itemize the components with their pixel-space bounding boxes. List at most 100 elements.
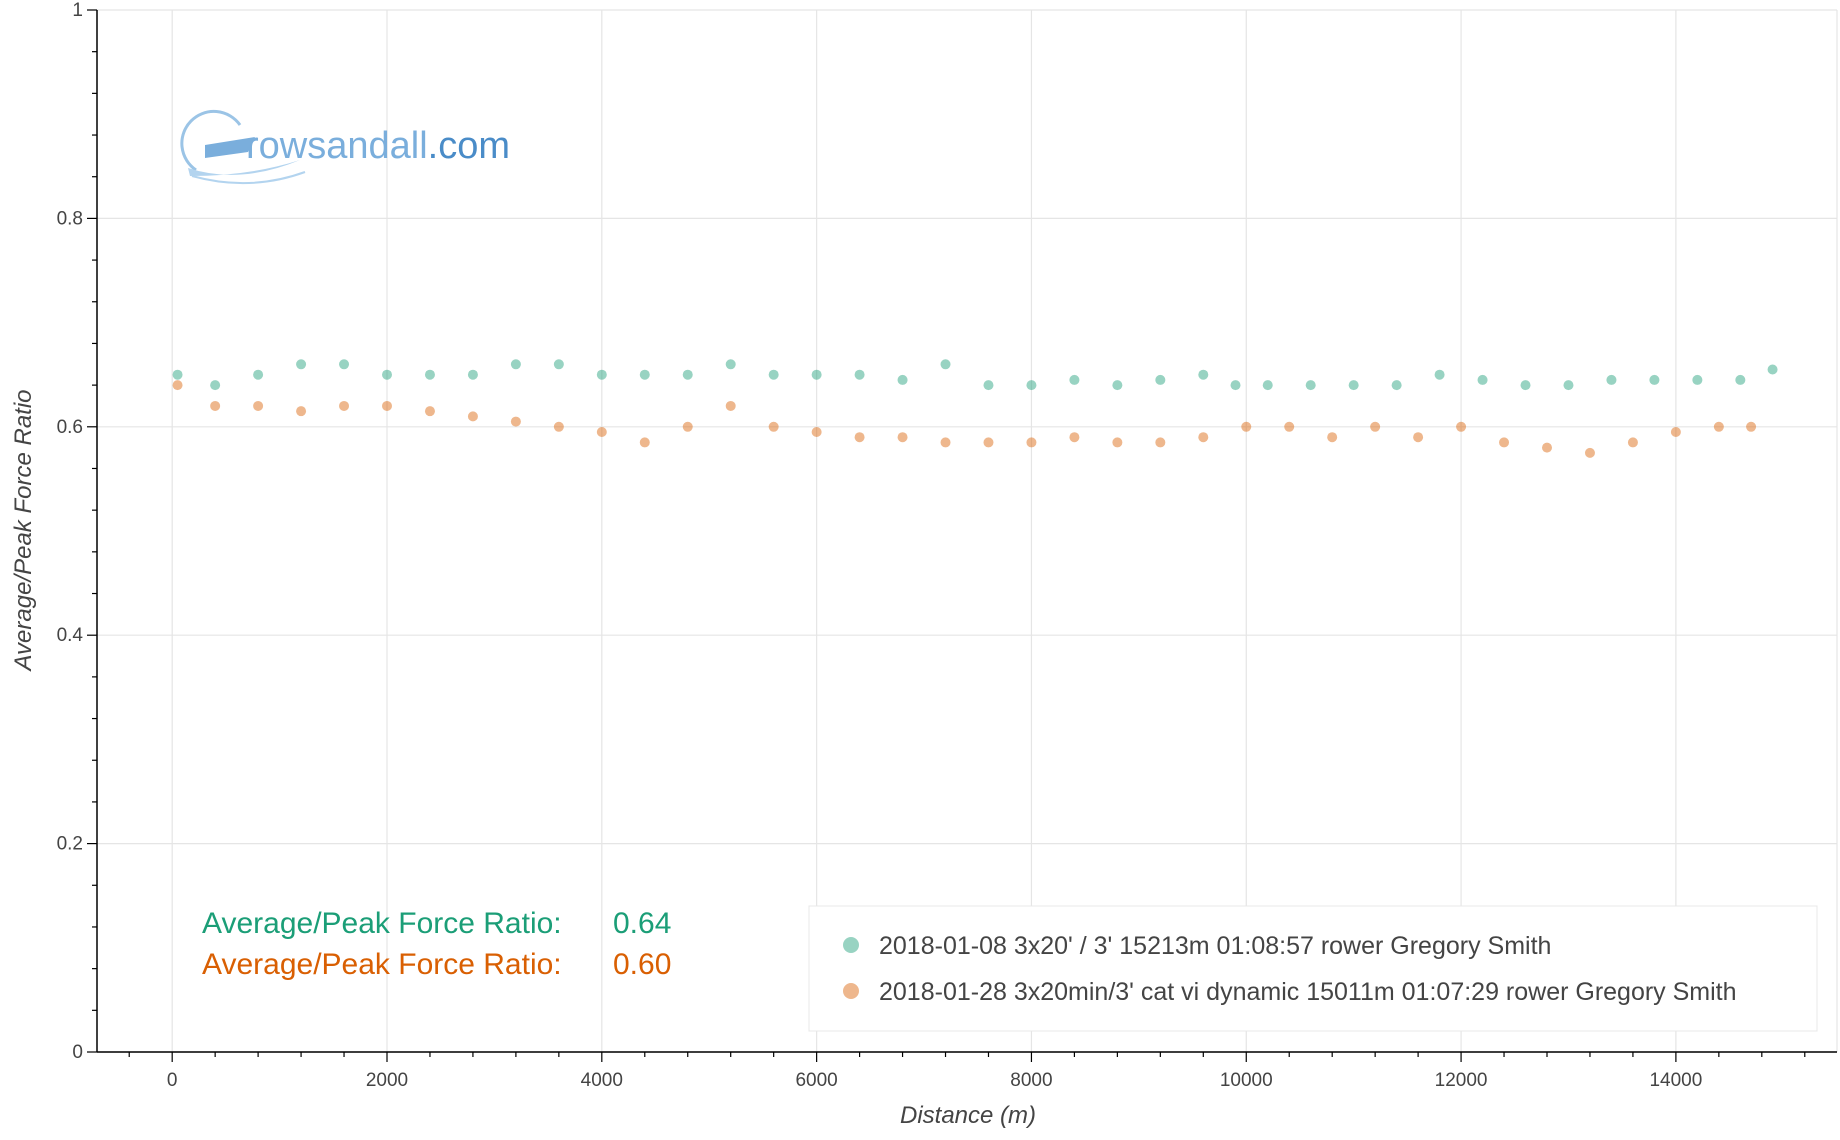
series-0 [172,359,1778,391]
data-point [339,359,350,370]
data-point [1563,380,1574,391]
data-point [854,369,865,380]
stat-value: 0.64 [613,907,671,940]
logo-text-main: rowsandall [246,125,428,167]
x-tick-label: 0 [167,1070,178,1091]
x-tick-label: 8000 [1010,1070,1052,1091]
data-point [253,400,264,411]
data-point [1670,427,1681,438]
data-point [1606,374,1617,385]
legend-swatch [843,983,859,999]
x-axis-title: Distance (m) [900,1102,1036,1129]
tick-labels: 0 2000 4000 6000 8000 10000 12000 14000 0 0.2 0.4 0… [57,0,1703,1091]
data-point [1713,421,1724,432]
legend-label: 2018-01-08 3x20' / 3' 15213m 01:08:57 ro… [879,932,1551,960]
data-point [940,437,951,448]
data-point [596,369,607,380]
data-point [1284,421,1295,432]
data-point [639,437,650,448]
data-point [172,380,183,391]
data-points [172,359,1778,458]
data-point [983,437,994,448]
data-point [467,411,478,422]
y-tick-label: 0.8 [57,208,83,229]
data-point [1155,374,1166,385]
stat-value: 0.60 [613,948,671,981]
data-point [1767,364,1778,375]
data-point [768,369,779,380]
data-point [382,400,392,411]
x-tick-label: 12000 [1435,1070,1488,1091]
y-tick-label: 0 [72,1042,83,1063]
data-point [1499,437,1510,448]
data-point [1026,380,1037,391]
data-point [897,432,908,443]
axes [87,9,1837,1062]
legend[interactable]: 2018-01-08 3x20' / 3' 15213m 01:08:57 ro… [808,905,1818,1032]
x-tick-label: 14000 [1649,1070,1702,1091]
data-point [1584,447,1595,458]
data-point [253,369,264,380]
logo-text-suffix: .com [428,125,510,167]
data-point [1198,432,1209,443]
y-tick-label: 1 [72,0,83,21]
y-axis-title: Average/Peak Force Ratio [10,389,37,672]
data-point [1692,374,1703,385]
data-point [854,432,865,443]
data-point [1262,380,1273,391]
data-point [1413,432,1424,443]
data-point [1069,432,1080,443]
data-point [1155,437,1166,448]
data-point [1069,374,1080,385]
data-point [553,421,564,432]
x-tick-label: 10000 [1220,1070,1273,1091]
logo-text: rowsandall.com [246,125,510,167]
data-point [1348,380,1359,391]
y-tick-label: 0.4 [57,625,84,646]
stats-panel: Average/Peak Force Ratio: 0.64 Average/P… [202,907,671,981]
data-point [510,359,521,370]
y-tick-label: 0.6 [57,417,83,438]
data-point [725,359,736,370]
data-point [1434,369,1445,380]
data-point [1327,432,1338,443]
stat-label: Average/Peak Force Ratio: [202,907,562,940]
data-point [682,369,693,380]
data-point [424,406,435,417]
data-point [1391,380,1402,391]
data-point [768,421,779,432]
data-point [1542,442,1552,453]
data-point [1456,421,1467,432]
data-point [296,359,307,370]
legend-swatch [843,937,859,953]
data-point [1112,380,1123,391]
grid [97,9,1838,1053]
rowsandall-logo: rowsandall.com [180,110,510,185]
data-point [1649,374,1660,385]
x-tick-label: 2000 [366,1070,408,1091]
x-tick-label: 6000 [795,1070,837,1091]
data-point [1230,380,1241,391]
data-point [725,400,736,411]
data-point [1370,421,1381,432]
data-point [1026,437,1037,448]
data-point [983,380,994,391]
data-point [467,369,478,380]
stat-label: Average/Peak Force Ratio: [202,948,562,981]
data-point [1241,421,1252,432]
series-1 [172,380,1757,458]
data-point [1746,421,1757,432]
boat-logo-icon [180,110,306,185]
data-point [210,400,221,411]
data-point [940,359,951,370]
data-point [1735,374,1746,385]
x-tick-label: 4000 [581,1070,623,1091]
data-point [1520,380,1531,391]
data-point [596,427,607,438]
data-point [424,369,435,380]
data-point [897,374,908,385]
data-point [553,359,564,370]
data-point [682,421,693,432]
y-tick-label: 0.2 [57,834,83,855]
data-point [1477,374,1488,385]
